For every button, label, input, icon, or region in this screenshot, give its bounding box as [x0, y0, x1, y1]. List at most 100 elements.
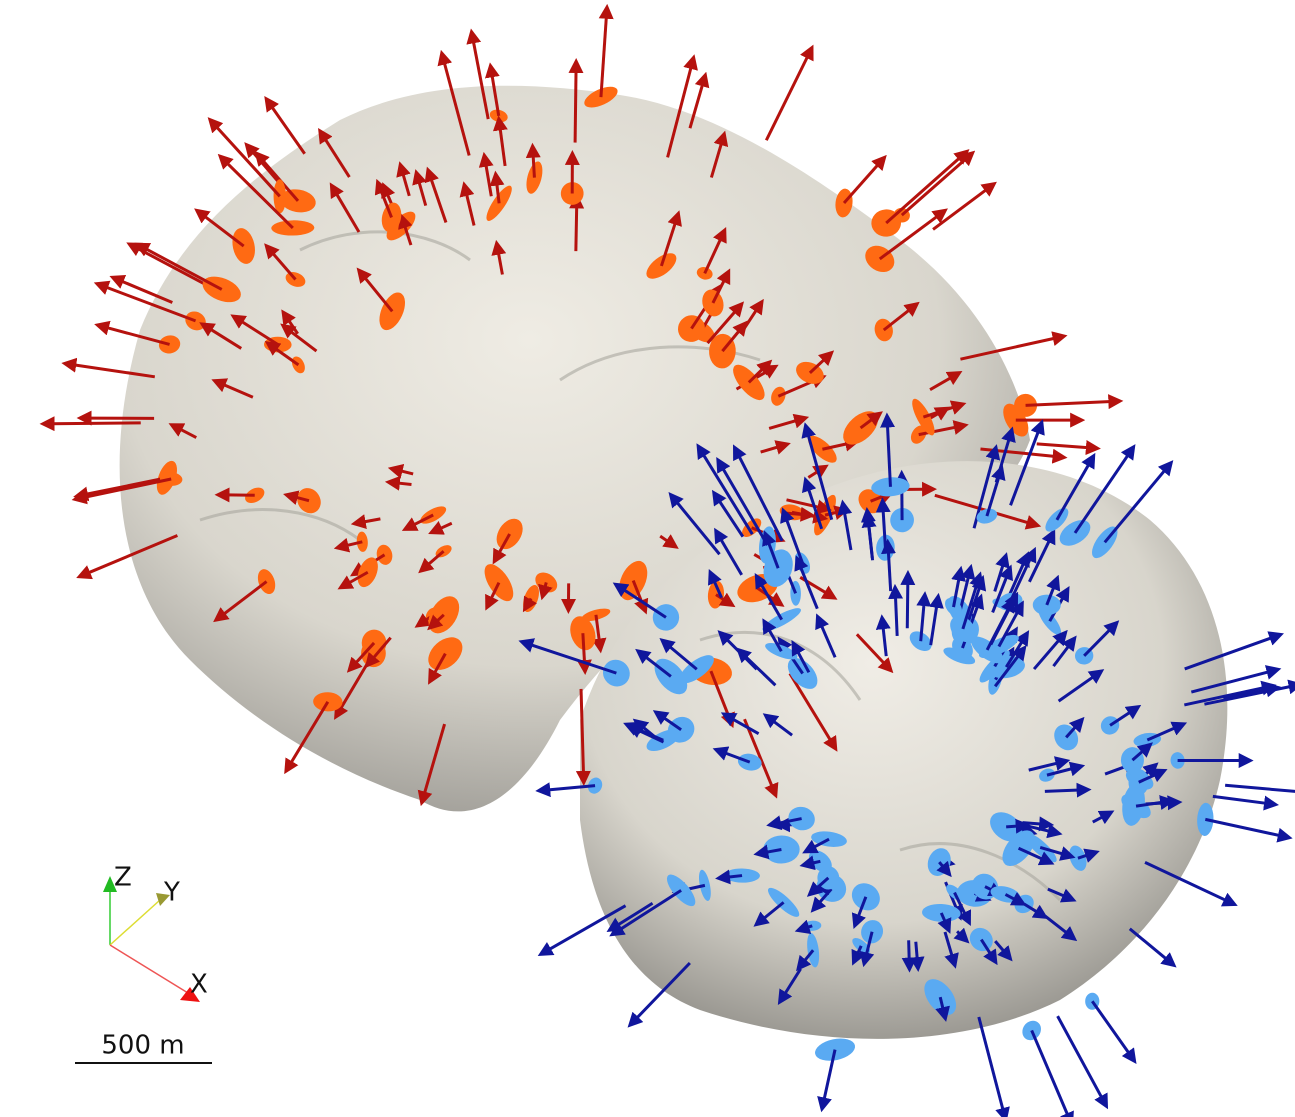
normal-arrow: [518, 638, 617, 675]
normal-arrow: [989, 591, 1019, 646]
normal-arrow: [815, 613, 837, 658]
normal-arrow: [525, 142, 541, 178]
normal-arrow: [1039, 845, 1076, 861]
normal-arrow: [953, 891, 972, 926]
normal-arrow: [808, 350, 835, 374]
normal-arrow: [1184, 631, 1284, 671]
normal-arrow: [997, 600, 1024, 648]
normal-arrow: [374, 178, 393, 218]
normal-arrow: [1032, 629, 1068, 671]
normal-arrow: [837, 499, 853, 551]
surface-patch: [584, 86, 618, 108]
normal-arrow: [1055, 452, 1096, 521]
normal-arrow: [598, 3, 614, 98]
normal-arrow: [652, 710, 682, 731]
normal-arrow: [711, 489, 745, 538]
normal-arrow: [961, 571, 984, 630]
x-axis: [109, 944, 189, 994]
normal-arrow: [900, 569, 916, 629]
normal-arrow: [428, 652, 447, 685]
normal-arrow: [842, 154, 887, 205]
normal-arrow: [1092, 810, 1115, 825]
normal-arrow: [807, 464, 829, 479]
normal-arrow: [659, 534, 679, 549]
normal-arrow: [417, 723, 447, 807]
normal-arrow: [1109, 704, 1142, 727]
normal-arrow: [918, 420, 969, 437]
normal-arrow: [668, 491, 721, 556]
normal-arrow: [1144, 861, 1238, 907]
normal-arrow: [709, 130, 729, 178]
normal-arrow: [418, 550, 445, 574]
normal-arrow: [855, 633, 894, 674]
normal-arrow: [733, 444, 784, 542]
normal-arrow: [688, 71, 710, 129]
normal-arrow: [1065, 716, 1085, 739]
normal-arrow: [1190, 665, 1282, 694]
normal-arrow: [715, 869, 743, 885]
surface-patch: [815, 1038, 856, 1061]
normal-arrow: [207, 117, 281, 198]
normal-arrow: [951, 565, 966, 608]
normal-arrow: [1025, 394, 1124, 410]
normal-arrow: [333, 537, 363, 553]
normal-arrow: [991, 564, 1013, 614]
normal-arrow: [958, 563, 976, 612]
scale-label: 500 m: [101, 1031, 184, 1061]
normal-arrow: [716, 457, 769, 546]
normal-arrow: [754, 573, 783, 621]
normal-arrow: [211, 378, 254, 399]
normal-arrow: [244, 142, 281, 184]
normal-arrow: [1212, 794, 1279, 811]
x-cone: [180, 987, 200, 1002]
normal-arrow: [711, 268, 731, 304]
normal-arrow: [714, 527, 743, 576]
normal-arrow: [568, 57, 584, 143]
normal-arrow: [1135, 795, 1176, 810]
blue-arrows: [518, 412, 1295, 1117]
normal-arrow: [93, 280, 197, 323]
normal-arrow: [318, 127, 351, 178]
normal-arrow: [412, 169, 428, 207]
normal-arrow: [346, 641, 376, 673]
normal-arrow: [916, 591, 932, 642]
normal-arrow: [538, 582, 553, 601]
normal-arrow: [888, 583, 904, 636]
normal-arrow: [1022, 816, 1055, 832]
normal-arrow: [851, 945, 866, 966]
normal-arrow: [802, 837, 830, 854]
normal-arrow: [606, 901, 654, 932]
red-arrows: [39, 3, 1124, 807]
normal-arrow: [806, 876, 830, 897]
normal-arrow: [264, 341, 300, 367]
normal-arrow: [796, 949, 815, 972]
normal-arrow: [875, 614, 891, 657]
normal-arrow: [485, 581, 501, 611]
normal-arrow: [609, 889, 682, 937]
z-cone: [103, 876, 117, 892]
normal-arrow: [459, 181, 476, 226]
normal-arrow: [794, 919, 813, 934]
normal-arrow: [384, 475, 412, 491]
normal-arrow: [575, 688, 591, 786]
normal-arrow: [264, 243, 297, 281]
normal-arrow: [478, 151, 494, 197]
normal-arrow: [980, 938, 998, 966]
normal-arrow: [1223, 682, 1281, 701]
normal-arrow: [659, 210, 682, 267]
normal-arrow: [712, 746, 751, 764]
normal-arrow: [1138, 768, 1168, 784]
normal-arrow: [1045, 574, 1061, 606]
normal-arrow: [437, 49, 471, 156]
normal-arrow: [1017, 846, 1055, 866]
normal-arrow: [491, 239, 507, 275]
normal-arrow: [788, 672, 838, 752]
normal-arrow: [1184, 680, 1277, 707]
normal-arrow: [1131, 742, 1153, 762]
normal-arrow: [801, 422, 834, 521]
y-cone: [156, 893, 170, 906]
normal-arrow: [753, 844, 782, 860]
normal-arrow: [283, 490, 310, 505]
normal-arrow: [61, 357, 156, 379]
normal-arrow: [1091, 1000, 1137, 1064]
